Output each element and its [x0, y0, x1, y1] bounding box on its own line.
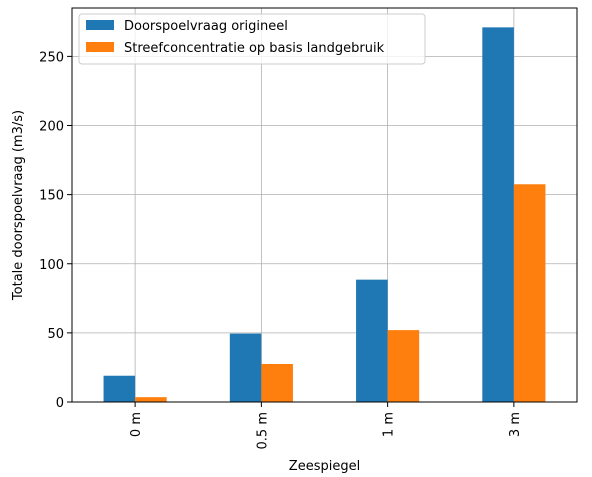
bars [103, 27, 546, 403]
bar-streefconcentratie [387, 330, 420, 402]
plot-frame [71, 7, 578, 403]
x-tick-label: 1 m [382, 412, 397, 437]
legend-swatch-origineel [86, 20, 114, 30]
bar-origineel [356, 279, 388, 402]
y-axis-ticks: 0 50 100 150 200 250 [39, 50, 72, 411]
y-tick-label: 0 [56, 396, 64, 411]
y-tick-label: 50 [47, 327, 64, 342]
legend-label-streefconcentratie: Streefconcentratie op basis landgebruik [124, 41, 385, 56]
y-axis-label: Totale doorspoelvraag (m3/s) [11, 110, 26, 301]
bar-origineel [229, 333, 262, 402]
bar-origineel [482, 27, 514, 403]
x-axis-ticks: 0 m 0.5 m 1 m 3 m [129, 402, 523, 449]
x-tick-label: 0 m [129, 412, 144, 437]
y-tick-label: 150 [39, 189, 64, 204]
legend-box [78, 13, 426, 65]
bar-streefconcentratie [135, 397, 167, 402]
legend-label-origineel: Doorspoelvraag origineel [124, 19, 288, 34]
legend-swatch-streefconcentratie [86, 42, 114, 52]
y-tick-label: 200 [39, 120, 64, 135]
y-tick-label: 250 [39, 50, 64, 65]
x-tick-label: 3 m [508, 412, 523, 437]
legend: Doorspoelvraag origineel Streefconcentra… [78, 13, 426, 65]
x-axis-label: Zeespiegel [289, 459, 360, 474]
bar-streefconcentratie [261, 363, 293, 402]
x-tick-label: 0.5 m [255, 412, 270, 449]
y-tick-label: 100 [39, 258, 64, 273]
bar-streefconcentratie [513, 184, 546, 402]
bar-origineel [103, 375, 136, 402]
